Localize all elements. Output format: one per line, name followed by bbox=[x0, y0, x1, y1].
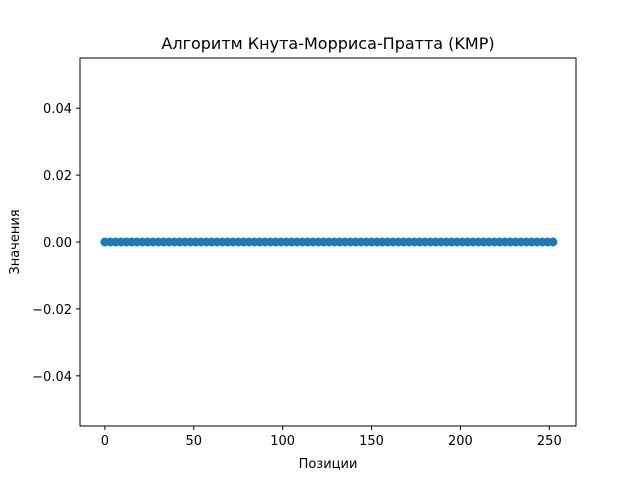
y-axis: 0.04 0.02 0.00 −0.02 −0.04 bbox=[32, 102, 80, 385]
data-points bbox=[100, 237, 558, 247]
y-axis-label: Значения bbox=[8, 209, 23, 274]
x-tick-label: 150 bbox=[359, 434, 384, 449]
y-tick-label: 0.00 bbox=[43, 236, 72, 251]
x-tick-label: 50 bbox=[186, 434, 203, 449]
data-point bbox=[548, 237, 558, 247]
x-axis: 0 50 100 150 200 250 bbox=[101, 426, 562, 449]
y-tick-label: −0.04 bbox=[32, 370, 72, 385]
x-axis-label: Позиции bbox=[299, 457, 358, 472]
x-tick-label: 100 bbox=[270, 434, 295, 449]
x-tick-label: 200 bbox=[448, 434, 473, 449]
x-tick-label: 250 bbox=[537, 434, 562, 449]
y-tick-label: 0.04 bbox=[43, 102, 72, 117]
y-tick-label: −0.02 bbox=[32, 303, 72, 318]
y-tick-label: 0.02 bbox=[43, 169, 72, 184]
x-tick-label: 0 bbox=[101, 434, 109, 449]
chart-title: Алгоритм Кнута-Морриса-Пратта (KMP) bbox=[161, 34, 494, 53]
